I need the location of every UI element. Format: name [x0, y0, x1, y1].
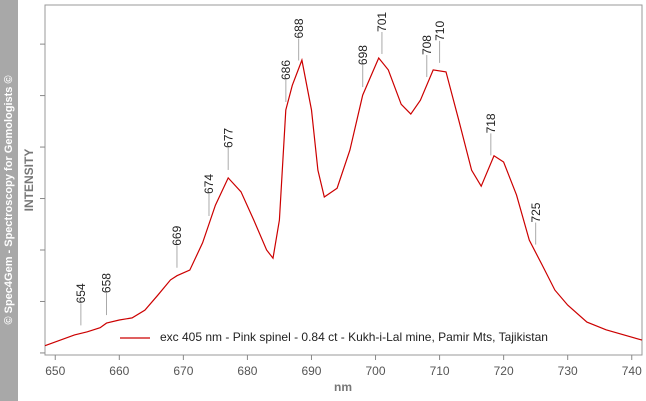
- x-tick-label: 700: [366, 364, 386, 378]
- x-tick-label: 720: [494, 364, 514, 378]
- peak-label: 677: [221, 128, 235, 148]
- plot-frame: [44, 4, 643, 356]
- x-tick-label: 680: [237, 364, 257, 378]
- peak-label: 669: [170, 225, 184, 245]
- peak-label: 654: [74, 283, 88, 303]
- peak-label: 708: [420, 35, 434, 55]
- x-tick-label: 660: [109, 364, 129, 378]
- spectrum-line: [44, 56, 643, 347]
- x-tick-label: 730: [558, 364, 578, 378]
- x-tick-label: 650: [45, 364, 65, 378]
- x-tick-label: 740: [622, 364, 642, 378]
- peak-label: 710: [433, 21, 447, 41]
- x-tick-label: 690: [301, 364, 321, 378]
- peak-label: 674: [202, 174, 216, 194]
- x-tick-label: 670: [173, 364, 193, 378]
- legend-label: exc 405 nm - Pink spinel - 0.84 ct - Kuk…: [160, 330, 548, 344]
- x-tick-label: 710: [430, 364, 450, 378]
- peak-label: 688: [292, 18, 306, 38]
- peak-label: 698: [356, 45, 370, 65]
- peak-label: 686: [279, 60, 293, 80]
- sidebar: [0, 0, 18, 401]
- y-axis-label: INTENSITY: [22, 149, 36, 212]
- peak-label: 701: [375, 12, 389, 32]
- peak-label: 658: [100, 273, 114, 293]
- watermark: © Spec4Gem - Spectroscopy for Gemologist…: [3, 75, 15, 324]
- peak-label: 725: [529, 202, 543, 222]
- x-axis-label: nm: [334, 380, 352, 394]
- peak-label: 718: [484, 113, 498, 133]
